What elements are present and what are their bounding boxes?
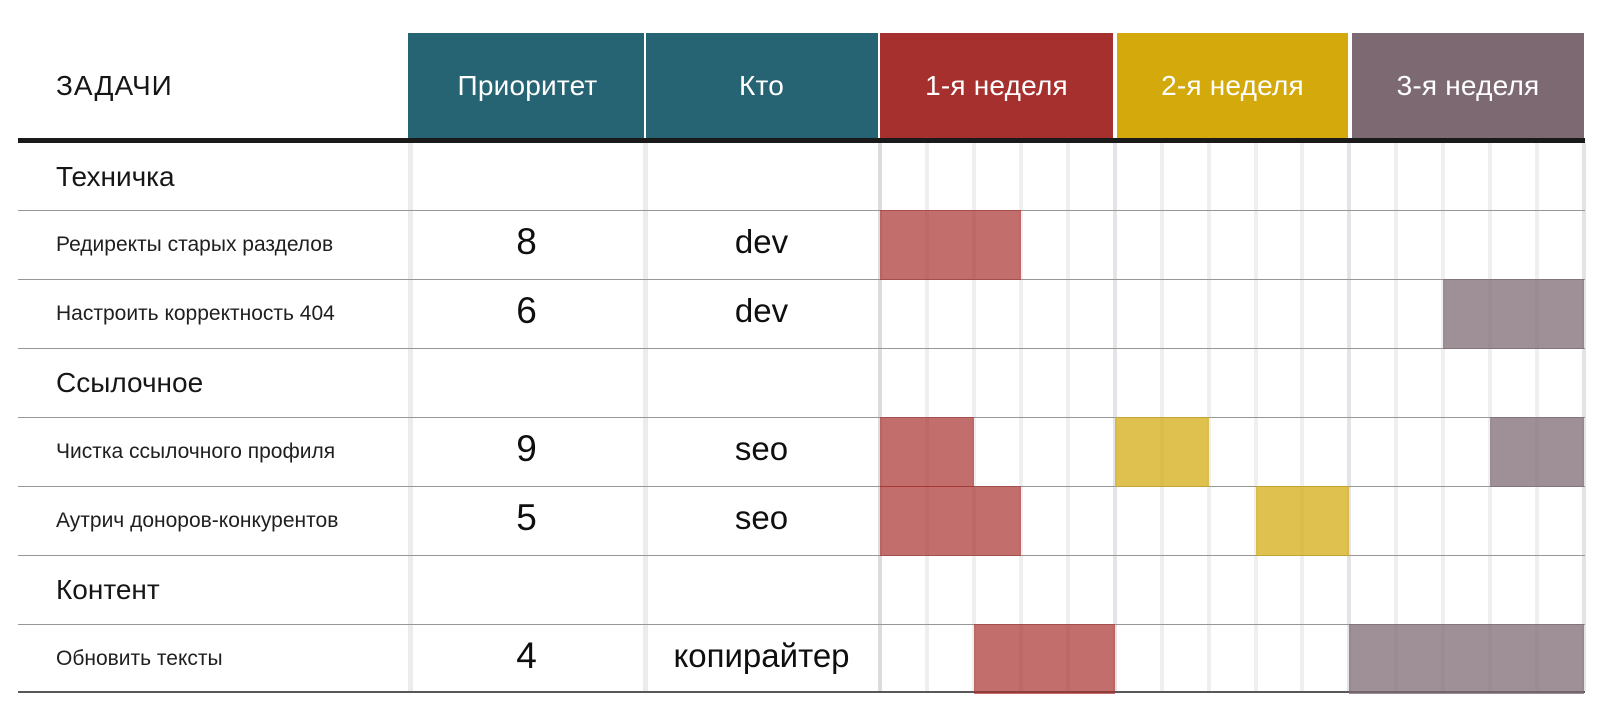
who-column-header-label: Кто — [739, 69, 784, 101]
task-row-label[interactable]: Чистка ссылочного профиля — [56, 439, 336, 463]
who-cell[interactable]: копирайтер — [673, 636, 850, 674]
gantt-bar[interactable] — [1490, 417, 1584, 487]
priority-cell[interactable]: 4 — [516, 634, 537, 676]
who-cell[interactable]: dev — [734, 291, 789, 329]
task-row-label[interactable]: Редиректы старых разделов — [56, 232, 334, 256]
priority-column-header[interactable]: Приоритет — [409, 33, 646, 138]
who-cell[interactable]: seo — [734, 498, 789, 536]
tasks-column-header: ЗАДАЧИ — [56, 69, 173, 101]
gantt-bar[interactable] — [880, 486, 1021, 556]
gantt-bar[interactable] — [1349, 624, 1584, 694]
row-divider — [18, 486, 1585, 487]
week-3-header-label: 3-я неделя — [1396, 69, 1540, 101]
week-1-header-label: 1-я неделя — [925, 69, 1068, 101]
section-row-label: Техничка — [56, 160, 175, 192]
header-divider — [644, 33, 646, 138]
row-divider — [18, 279, 1585, 280]
row-divider — [18, 348, 1585, 349]
gantt-bar[interactable] — [880, 417, 974, 487]
row-divider — [18, 210, 1585, 211]
priority-cell[interactable]: 5 — [516, 496, 537, 538]
header-underline — [18, 138, 1585, 143]
table-bottom-border — [18, 691, 1585, 693]
row-divider — [18, 417, 1585, 418]
priority-cell[interactable]: 9 — [516, 427, 537, 469]
gantt-bar[interactable] — [973, 624, 1115, 694]
row-divider — [18, 624, 1585, 625]
task-row-label[interactable]: Обновить тексты — [56, 646, 223, 670]
row-divider — [18, 555, 1585, 556]
week-2-header-label: 2-я неделя — [1161, 69, 1304, 101]
section-row-label: Ссылочное — [56, 366, 204, 398]
task-row-label[interactable]: Аутрич доноров-конкурентов — [56, 508, 339, 532]
header-priority-who-group: Приоритет Кто — [408, 33, 878, 138]
section-row-label: Контент — [56, 573, 160, 605]
gantt-bar[interactable] — [1255, 486, 1350, 556]
who-column-header[interactable]: Кто — [646, 33, 877, 138]
who-cell[interactable]: dev — [734, 222, 789, 260]
task-row-label[interactable]: Настроить корректность 404 — [56, 301, 335, 325]
week-3-header[interactable]: 3-я неделя — [1352, 33, 1584, 138]
week-2-header[interactable]: 2-я неделя — [1117, 33, 1348, 138]
priority-column-header-label: Приоритет — [457, 69, 598, 101]
gantt-bar[interactable] — [1443, 279, 1584, 349]
who-cell[interactable]: seo — [734, 429, 789, 467]
priority-cell[interactable]: 6 — [516, 289, 537, 331]
week-1-header[interactable]: 1-я неделя — [880, 33, 1113, 138]
priority-cell[interactable]: 8 — [516, 220, 537, 262]
gantt-bar[interactable] — [880, 210, 1021, 280]
gantt-bar[interactable] — [1114, 417, 1209, 487]
